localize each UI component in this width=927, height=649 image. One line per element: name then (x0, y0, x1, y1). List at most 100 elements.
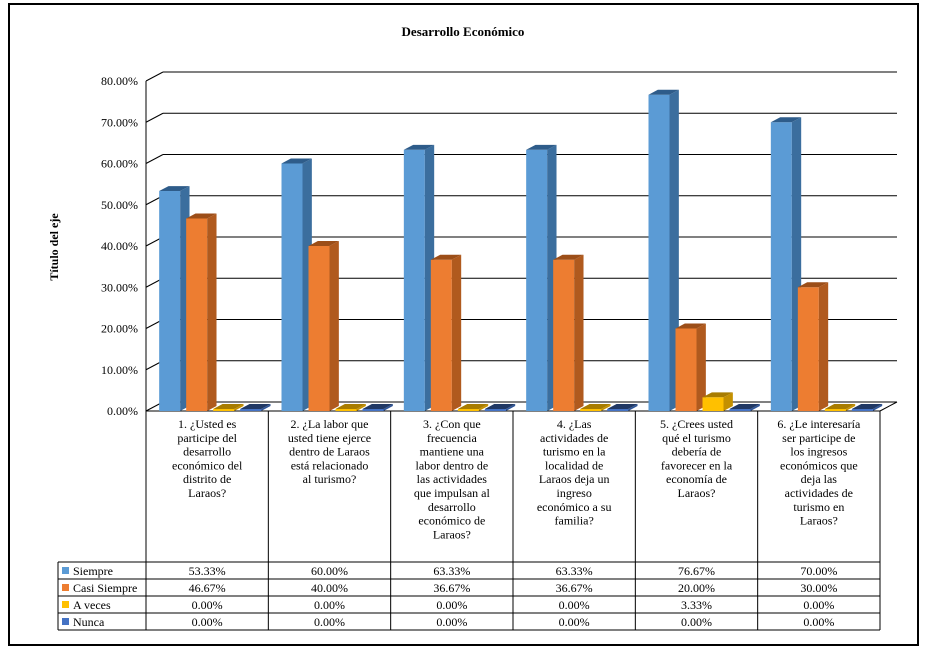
data-label: 20.00% (678, 581, 715, 595)
bar-side (383, 404, 393, 411)
bar-top (159, 186, 190, 192)
bar-side (261, 404, 271, 411)
data-label: 46.67% (189, 581, 226, 595)
bar-a-veces (580, 409, 602, 411)
bar-side (723, 392, 733, 411)
bar-top (213, 404, 244, 409)
category-label: 1. ¿Usted es participe del desarrollo econó… (172, 417, 243, 500)
bar-casi-siempre (553, 259, 575, 411)
bars (159, 89, 883, 412)
category-label: 5. ¿Crees usted qué el turismo debería de f… (660, 417, 733, 500)
chart-title: Desarrollo Económico (402, 24, 525, 39)
data-table: 1. ¿Usted es participe del desarrollo econó… (57, 411, 881, 631)
bar-a-veces (702, 397, 724, 411)
bar-side (356, 404, 366, 411)
data-label: 36.67% (433, 581, 470, 595)
bar-casi-siempre (675, 328, 697, 411)
category-label: 3. ¿Con que frecuencia mantiene una labor d… (414, 417, 491, 541)
bar-top (824, 404, 856, 409)
bar-side (207, 213, 217, 411)
bar-side (505, 404, 516, 411)
bar-top (281, 158, 312, 164)
bar-nunca (240, 409, 262, 411)
bar-siempre (526, 149, 548, 412)
bar-side (845, 404, 856, 411)
bar-a-veces (213, 409, 235, 411)
bar-top (675, 323, 706, 329)
legend-label: Siempre (73, 564, 113, 578)
y-tick-label: 0.00% (107, 404, 138, 418)
legend-label: Nunca (73, 615, 105, 629)
category-label: 6. ¿Le interesaría ser participe de los in… (777, 417, 861, 528)
bar-top (648, 89, 679, 95)
bar-top (607, 404, 638, 409)
bar-side (329, 241, 339, 411)
bar-top (240, 404, 271, 409)
bar-top (770, 117, 802, 123)
bar-top (403, 144, 435, 150)
bar-siempre (281, 163, 303, 411)
bar-top (430, 254, 462, 260)
data-label: 0.00% (192, 598, 223, 612)
bar-a-veces (457, 409, 479, 411)
data-label: 0.00% (436, 598, 467, 612)
legend-swatch (62, 601, 69, 608)
bar-casi-siempre (186, 218, 208, 411)
bar-top (186, 213, 217, 219)
y-tick-labels: 0.00% 10.00% 20.00% 30.00% 40.00% 50.00% 60.00… (101, 74, 138, 418)
y-tick-label: 40.00% (101, 239, 138, 253)
legend-swatch (62, 584, 69, 591)
bar-top (702, 392, 733, 398)
y-axis-label: Título del eje (47, 213, 61, 281)
data-label: 0.00% (192, 615, 223, 629)
bar-top (308, 241, 339, 246)
bar-nunca (484, 409, 506, 411)
data-label: 3.33% (681, 598, 712, 612)
data-label: 0.00% (803, 615, 834, 629)
bar-side (601, 404, 611, 411)
data-label: 0.00% (314, 598, 345, 612)
data-label: 0.00% (314, 615, 345, 629)
data-label: 63.33% (433, 564, 470, 578)
gridline-depth (145, 112, 164, 123)
bar-side (451, 254, 462, 411)
floor-edge (879, 401, 898, 412)
data-label: 63.33% (556, 564, 593, 578)
bar-side (574, 254, 584, 411)
bar-side (750, 404, 760, 411)
y-tick-label: 60.00% (101, 157, 138, 171)
bar-top (362, 404, 393, 409)
gridline-depth (145, 154, 164, 164)
bar-side (696, 323, 706, 411)
legend-swatch (62, 567, 69, 574)
bar-nunca (607, 409, 629, 411)
bar-siempre (648, 94, 670, 411)
y-tick-label: 50.00% (101, 198, 138, 212)
data-label: 0.00% (559, 598, 590, 612)
bar-top (580, 404, 611, 409)
bar-top (729, 404, 760, 409)
bar-side (234, 404, 244, 411)
bar-casi-siempre (430, 259, 452, 411)
y-tick-label: 80.00% (101, 74, 138, 88)
data-label: 40.00% (311, 581, 348, 595)
data-label: 60.00% (311, 564, 348, 578)
bar-a-veces (824, 409, 846, 411)
bar-siempre (159, 191, 181, 411)
data-label: 76.67% (678, 564, 715, 578)
data-label: 30.00% (800, 581, 837, 595)
bar-top (797, 282, 829, 288)
bar-top (526, 144, 557, 150)
gridline-depth (145, 71, 164, 82)
legend-label: Casi Siempre (73, 581, 137, 595)
data-label: 53.33% (189, 564, 226, 578)
bar-top (484, 404, 516, 409)
legend-label: A veces (73, 598, 111, 612)
y-tick-label: 30.00% (101, 280, 138, 294)
bar-nunca (362, 409, 384, 411)
category-label: 4. ¿Las actividades de turismo en la locali… (537, 417, 612, 528)
bar-a-veces (335, 409, 357, 411)
legend-swatch (62, 618, 69, 625)
data-label: 70.00% (800, 564, 837, 578)
